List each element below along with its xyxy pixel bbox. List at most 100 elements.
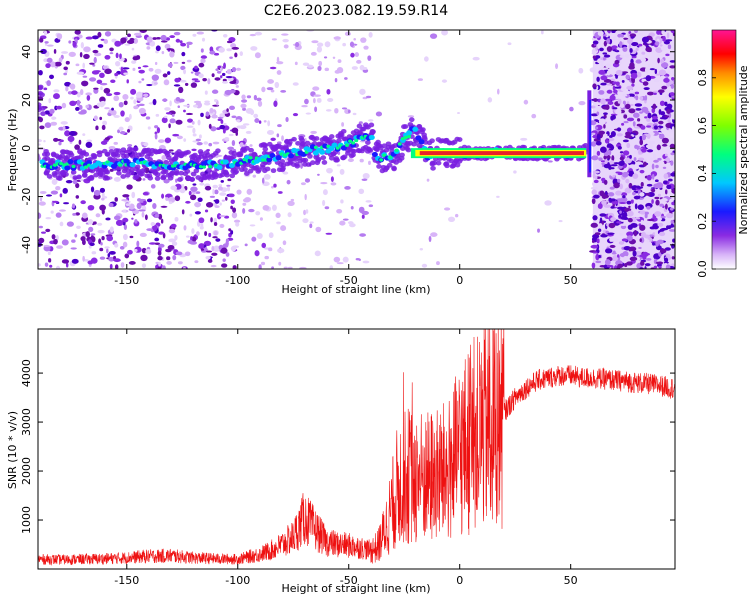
heatmap-noise-cell bbox=[642, 81, 649, 86]
heatmap-noise-cell bbox=[428, 235, 432, 243]
heatmap-noise-cell bbox=[232, 207, 237, 213]
snr-ytick-label: 4000 bbox=[20, 359, 33, 387]
heatmap-noise-cell bbox=[154, 68, 162, 74]
heatmap-ridge-peak bbox=[354, 138, 359, 143]
heatmap-noise-cell bbox=[200, 55, 208, 59]
heatmap-noise-cell bbox=[607, 192, 615, 197]
heatmap-ridge-core bbox=[319, 149, 326, 155]
heatmap-noise-cell bbox=[183, 138, 187, 142]
colorbar-frame bbox=[711, 29, 737, 270]
heatmap-noise-cell bbox=[626, 210, 634, 217]
heatmap-noise-cell bbox=[630, 72, 638, 79]
heatmap-ridge-halo bbox=[420, 127, 426, 132]
heatmap-noise-cell bbox=[593, 98, 598, 102]
heatmap-noise-cell bbox=[189, 213, 193, 217]
heatmap-ridge-core bbox=[269, 152, 276, 159]
heatmap-noise-cell bbox=[115, 61, 121, 67]
heatmap-noise-cell bbox=[628, 65, 635, 70]
heatmap-noise-cell bbox=[603, 34, 607, 37]
heatmap-noise-cell bbox=[192, 127, 196, 134]
heatmap-noise-cell bbox=[253, 113, 259, 119]
heatmap-ridge-halo bbox=[328, 155, 335, 161]
heatmap-noise-cell bbox=[153, 82, 158, 85]
heatmap-noise-cell bbox=[670, 30, 675, 34]
heatmap-ridge-peak bbox=[198, 164, 203, 169]
heatmap-noise-cell bbox=[597, 59, 605, 64]
heatmap-noise-cell bbox=[622, 139, 629, 143]
heatmap-noise-cell bbox=[180, 42, 187, 47]
heatmap-ridge-halo bbox=[70, 169, 77, 175]
heatmap-noise-cell bbox=[46, 44, 54, 47]
heatmap-noise-cell bbox=[168, 196, 176, 203]
heatmap-ridge-halo bbox=[206, 167, 212, 173]
heatmap-noise-cell bbox=[61, 102, 67, 109]
heatmap-noise-cell bbox=[58, 141, 62, 146]
heatmap-noise-cell bbox=[441, 79, 448, 83]
heatmap-noise-cell bbox=[601, 67, 609, 70]
heatmap-noise-cell bbox=[671, 126, 675, 132]
heatmap-noise-cell bbox=[43, 87, 48, 91]
heatmap-noise-cell bbox=[103, 39, 108, 44]
heatmap-noise-cell bbox=[198, 62, 205, 68]
heatmap-noise-cell bbox=[598, 118, 606, 125]
heatmap-noise-cell bbox=[621, 71, 629, 74]
heatmap-noise-cell bbox=[254, 118, 260, 124]
heatmap-noise-cell bbox=[160, 34, 167, 42]
heatmap-noise-cell bbox=[168, 149, 174, 152]
heatmap-ridge-halo bbox=[215, 148, 221, 154]
heatmap-noise-cell bbox=[196, 31, 205, 35]
heatmap-noise-cell bbox=[599, 217, 603, 223]
heatmap-noise-cell bbox=[222, 78, 227, 82]
heatmap-noise-cell bbox=[99, 247, 104, 252]
heatmap-noise-cell bbox=[102, 120, 108, 126]
heatmap-noise-cell bbox=[228, 193, 235, 198]
heatmap-noise-cell bbox=[339, 168, 345, 175]
heatmap-noise-cell bbox=[665, 225, 672, 230]
heatmap-noise-cell bbox=[154, 61, 158, 66]
heatmap-noise-cell bbox=[71, 258, 79, 264]
heatmap-noise-cell bbox=[217, 116, 224, 119]
heatmap-noise-cell bbox=[359, 140, 367, 143]
heatmap-noise-cell bbox=[54, 61, 62, 67]
heatmap-noise-cell bbox=[38, 212, 42, 219]
heatmap-noise-cell bbox=[103, 87, 111, 94]
heatmap-noise-cell bbox=[87, 204, 95, 211]
heatmap-noise-cell bbox=[173, 84, 181, 87]
heatmap-noise-cell bbox=[157, 255, 163, 261]
heatmap-noise-cell bbox=[211, 89, 219, 94]
heatmap-noise-cell bbox=[142, 191, 149, 196]
heatmap-noise-cell bbox=[640, 57, 647, 63]
heatmap-noise-cell bbox=[311, 40, 319, 44]
heatmap-noise-cell bbox=[657, 89, 665, 94]
heatmap-noise-cell bbox=[173, 31, 181, 36]
heatmap-noise-cell bbox=[604, 133, 608, 137]
heatmap-noise-cell bbox=[68, 40, 72, 44]
heatmap-noise-cell bbox=[633, 126, 642, 129]
heatmap-noise-cell bbox=[634, 103, 643, 107]
heatmap-noise-cell bbox=[163, 115, 168, 119]
heatmap-ridge-halo bbox=[456, 137, 463, 142]
heatmap-noise-cell bbox=[660, 62, 669, 68]
heatmap-noise-cell bbox=[664, 247, 671, 251]
heatmap-noise-cell bbox=[597, 228, 602, 233]
heatmap-noise-cell bbox=[216, 213, 222, 220]
heatmap-xtick-label: -150 bbox=[114, 274, 139, 287]
heatmap-noise-cell bbox=[148, 67, 154, 72]
heatmap-noise-cell bbox=[59, 221, 64, 227]
heatmap-noise-cell bbox=[39, 197, 43, 202]
heatmap-noise-cell bbox=[104, 31, 112, 37]
heatmap-noise-cell bbox=[148, 242, 157, 245]
heatmap-noise-cell bbox=[165, 37, 170, 41]
heatmap-noise-cell bbox=[362, 173, 370, 179]
heatmap-noise-cell bbox=[200, 248, 205, 251]
heatmap-noise-cell bbox=[72, 212, 77, 216]
heatmap-noise-cell bbox=[312, 97, 316, 104]
heatmap-noise-cell bbox=[210, 264, 217, 268]
heatmap-noise-cell bbox=[205, 202, 214, 208]
heatmap-noise-cell bbox=[192, 33, 197, 37]
heatmap-noise-cell bbox=[142, 178, 146, 181]
heatmap-ridge-peak bbox=[118, 163, 123, 167]
heatmap-noise-cell bbox=[257, 100, 263, 107]
heatmap-ridge-halo bbox=[391, 166, 397, 172]
heatmap-noise-cell bbox=[82, 133, 86, 136]
